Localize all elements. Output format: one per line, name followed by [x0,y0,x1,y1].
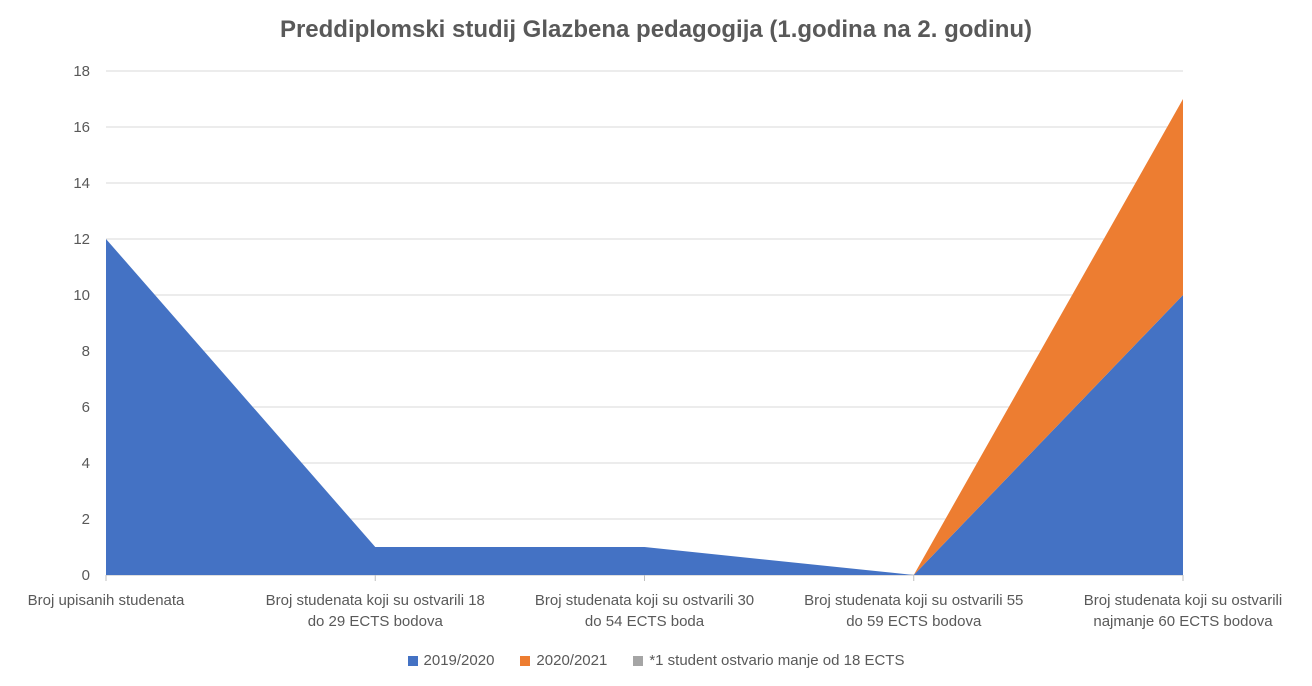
legend-label: 2020/2021 [536,652,608,669]
x-tick-label-line: najmanje 60 ECTS bodova [1093,613,1273,630]
x-tick-label-0: Broj upisanih studenata [28,592,185,609]
y-tick-label-1: 2 [82,511,90,528]
x-tick-label-line: Broj studenata koji su ostvarili 30 [535,592,754,609]
area-series-0 [106,239,1183,575]
y-tick-label-4: 8 [82,343,90,360]
legend-swatch [633,655,644,666]
x-tick-label-line: Broj studenata koji su ostvarili [1084,592,1282,609]
x-tick-label-line: do 54 ECTS boda [585,613,705,630]
x-tick-label-4: Broj studenata koji su ostvarili najmanje… [1084,592,1282,630]
y-tick-label-5: 10 [73,287,90,304]
legend-swatch [407,655,418,666]
x-tick-label-line: Broj studenata koji su ostvarili 55 [804,592,1023,609]
x-tick-label-1: Broj studenata koji su ostvarili 18 do 29… [266,592,485,630]
legend-item-0: 2019/2020 [407,652,495,669]
y-tick-label-9: 18 [73,63,90,80]
x-tick-label-line: do 59 ECTS bodova [846,613,982,630]
legend-label: *1 student ostvario manje od 18 ECTS [649,652,905,669]
legend-item-1: 2020/2021 [520,652,607,669]
x-tick-label-line: Broj studenata koji su ostvarili 18 [266,592,485,609]
y-tick-label-8: 16 [73,119,90,136]
legend-item-2: *1 student ostvario manje od 18 ECTS [633,652,904,669]
chart-title: Preddiplomski studij Glazbena pedagogija… [279,16,1033,43]
y-tick-label-7: 14 [73,175,90,192]
legend-label: 2019/2020 [423,652,495,669]
y-tick-label-0: 0 [82,567,90,584]
x-tick-label-2: Broj studenata koji su ostvarili 30 do 54… [535,592,754,630]
legend: 2019/2020 2020/2021 *1 student ostvario ma… [0,652,1312,669]
legend-swatch [520,655,531,666]
y-tick-label-6: 12 [73,231,90,248]
x-tick-label-line: Broj upisanih studenata [28,592,185,609]
x-tick-label-line: do 29 ECTS bodova [308,613,444,630]
x-tick-label-3: Broj studenata koji su ostvarili 55 do 59… [804,592,1023,630]
y-tick-label-3: 6 [82,399,90,416]
y-tick-label-2: 4 [82,455,90,472]
